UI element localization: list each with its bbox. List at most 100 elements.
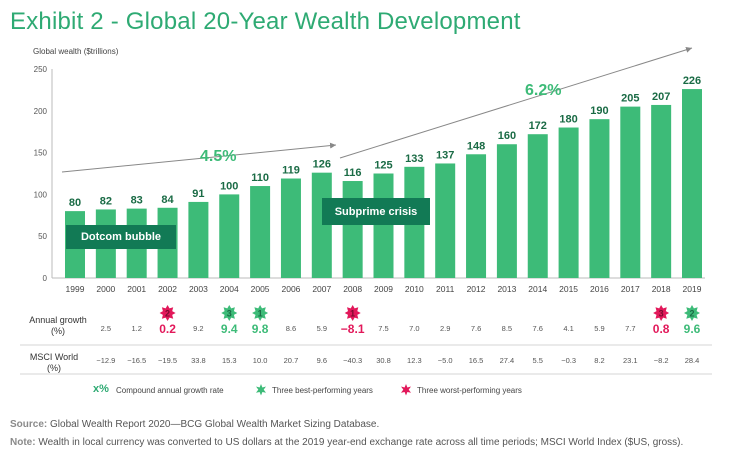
bar-2008: [342, 181, 363, 278]
bar-value-label: 116: [344, 167, 362, 179]
x-tick-label: 2008: [343, 284, 362, 294]
x-tick-label: 2000: [96, 284, 115, 294]
x-tick-label: 2016: [590, 284, 609, 294]
x-tick-label: 2002: [158, 284, 177, 294]
bar-value-label: 137: [436, 149, 454, 161]
annual-growth-value: 7.0: [409, 324, 419, 333]
msci-world-value: −0.3: [561, 356, 576, 365]
annual-growth-value: 0.8: [653, 322, 670, 336]
x-tick-label: 2019: [683, 284, 702, 294]
msci-world-value: 20.7: [284, 356, 299, 365]
worst-year-star: [159, 305, 176, 321]
msci-world-value: −19.5: [158, 356, 177, 365]
y-tick-label: 250: [34, 65, 48, 74]
worst-year-star: [653, 305, 670, 321]
annual-growth-value: 9.4: [221, 322, 238, 336]
bar-value-label: 80: [69, 197, 81, 209]
annual-growth-value: 7.7: [625, 324, 635, 333]
bar-value-label: 160: [498, 130, 516, 142]
footnote: Note: Wealth in local currency was conve…: [10, 436, 725, 449]
cagr-label-1999-2008: 4.5%: [200, 148, 237, 165]
worst-year-rank: 3: [659, 309, 664, 319]
bar-2004: [219, 194, 240, 278]
trend-arrow-1: [61, 142, 337, 173]
chart-title: Exhibit 2 - Global 20-Year Wealth Develo…: [10, 8, 521, 35]
worst-year-rank: 2: [165, 309, 170, 319]
bar-value-label: 84: [161, 194, 174, 206]
bar-2014: [527, 134, 548, 278]
msci-world-value: −8.2: [654, 356, 669, 365]
annual-growth-row-label: Annual growth (%): [29, 315, 87, 336]
best-year-rank: 2: [689, 309, 694, 319]
bar-value-label: 125: [374, 160, 392, 172]
y-tick-label: 150: [34, 149, 48, 158]
annual-growth-value: 9.8: [252, 322, 269, 336]
x-tick-label: 2001: [127, 284, 146, 294]
note-label: Note:: [10, 437, 36, 448]
source-text: Global Wealth Report 2020—BCG Global Wea…: [50, 419, 380, 430]
x-tick-label: 2010: [405, 284, 424, 294]
x-tick-label: 2004: [220, 284, 239, 294]
bar-2006: [280, 178, 301, 278]
bar-value-label: 91: [192, 188, 204, 200]
bar-2015: [558, 127, 579, 279]
annual-growth-value: 2.9: [440, 324, 450, 333]
msci-world-value: 23.1: [623, 356, 638, 365]
annual-growth-value: 8.6: [286, 324, 296, 333]
bar-value-label: 148: [467, 140, 485, 152]
annual-growth-value: 2.5: [101, 324, 111, 333]
bar-value-label: 83: [131, 195, 143, 207]
annual-growth-value: 5.9: [594, 324, 604, 333]
bar-2011: [435, 163, 456, 278]
bar-value-label: 126: [313, 159, 331, 171]
worst-year-rank: 1: [350, 309, 355, 319]
x-tick-label: 2009: [374, 284, 393, 294]
x-tick-label: 2017: [621, 284, 640, 294]
bar-value-label: 119: [282, 165, 300, 177]
msci-world-value: 12.3: [407, 356, 422, 365]
msci-world-value: −40.3: [343, 356, 362, 365]
trend-arrow-2: [339, 46, 693, 159]
source-note: Source: Global Wealth Report 2020—BCG Gl…: [10, 418, 730, 431]
msci-world-value: 8.2: [594, 356, 604, 365]
subprime-crisis-callout: Subprime crisis: [322, 198, 430, 225]
x-tick-label: 2011: [436, 284, 455, 294]
bar-value-label: 82: [100, 195, 112, 207]
msci-world-value: 16.5: [469, 356, 484, 365]
msci-world-value: 27.4: [500, 356, 515, 365]
bar-2016: [589, 119, 610, 278]
annual-growth-value: 7.5: [378, 324, 388, 333]
cagr-label-2009-2019: 6.2%: [525, 82, 562, 99]
bar-2007: [311, 172, 332, 278]
source-label: Source:: [10, 419, 48, 430]
x-tick-label: 2003: [189, 284, 208, 294]
x-tick-label: 2005: [251, 284, 270, 294]
annual-growth-value: −8.1: [341, 322, 365, 336]
bar-value-label: 172: [529, 120, 547, 132]
x-tick-label: 2013: [497, 284, 516, 294]
x-tick-label: 2007: [312, 284, 331, 294]
annual-growth-value: 0.2: [159, 322, 176, 336]
bar-value-label: 205: [621, 93, 639, 105]
msci-world-value: 10.0: [253, 356, 268, 365]
msci-world-value: 30.8: [376, 356, 391, 365]
legend-cagr-text: Compound annual growth rate: [116, 386, 224, 395]
worst-year-star: [344, 305, 361, 321]
y-tick-label: 200: [34, 107, 48, 116]
msci-world-value: 5.5: [533, 356, 543, 365]
x-tick-label: 1999: [66, 284, 85, 294]
best-year-star: [221, 305, 238, 321]
y-tick-label: 100: [34, 190, 48, 199]
msci-world-value: 28.4: [685, 356, 700, 365]
annual-growth-value: 5.9: [317, 324, 327, 333]
x-tick-label: 2018: [652, 284, 671, 294]
bar-2003: [188, 201, 209, 278]
bar-2013: [496, 144, 517, 278]
x-tick-label: 2014: [528, 284, 547, 294]
note-text: Wealth in local currency was converted t…: [38, 437, 684, 448]
annual-growth-value: 1.2: [131, 324, 141, 333]
bar-2009: [373, 173, 394, 278]
annual-growth-value: 8.5: [502, 324, 512, 333]
legend-worst-icon: [401, 384, 411, 396]
legend-worst-text: Three worst-performing years: [417, 386, 522, 395]
